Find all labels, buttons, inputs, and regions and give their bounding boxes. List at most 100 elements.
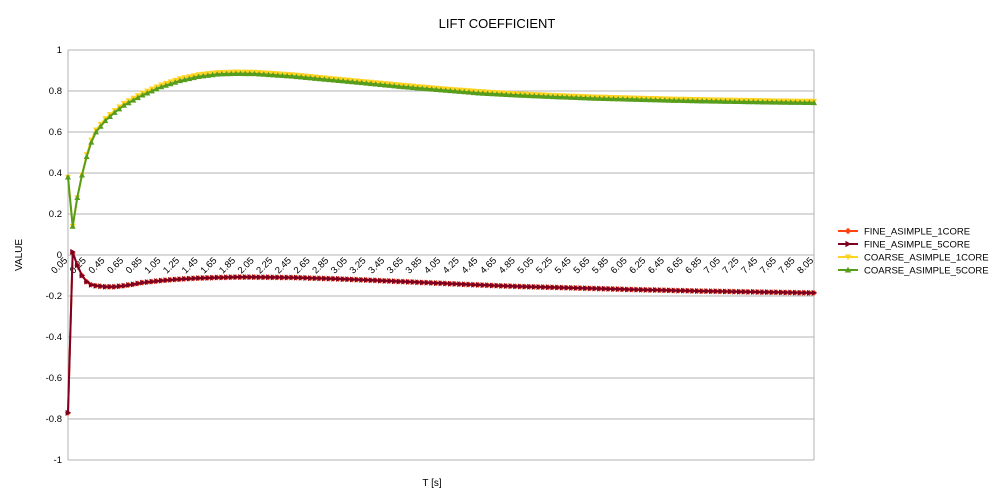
data-point <box>228 274 235 281</box>
data-point <box>92 129 99 135</box>
data-point <box>619 96 626 102</box>
data-point <box>610 95 617 102</box>
data-point <box>410 84 417 91</box>
data-point <box>531 283 538 290</box>
legend-marker <box>844 254 852 261</box>
data-series <box>65 69 817 416</box>
data-point <box>368 277 375 284</box>
y-tick-label: 0.6 <box>49 127 62 138</box>
x-tick-label: 7.65 <box>758 255 779 276</box>
data-point <box>326 275 333 282</box>
data-point <box>252 274 258 281</box>
data-point <box>717 98 724 104</box>
data-point <box>643 286 650 293</box>
x-tick-label: 0.05 <box>49 255 70 276</box>
data-point <box>569 284 575 291</box>
data-point <box>792 99 799 105</box>
data-point <box>303 274 309 281</box>
data-point <box>424 85 431 92</box>
data-point <box>652 96 659 103</box>
data-point <box>746 288 752 295</box>
data-point <box>699 98 706 104</box>
data-point <box>480 282 486 289</box>
data-point <box>424 279 431 286</box>
x-tick-label: 5.65 <box>571 255 592 276</box>
data-point <box>190 74 197 81</box>
data-point <box>382 277 389 284</box>
data-point <box>629 96 636 102</box>
data-point <box>783 99 790 105</box>
data-point <box>331 275 337 282</box>
data-point <box>330 77 337 83</box>
data-point <box>443 280 449 287</box>
data-point <box>759 99 766 105</box>
data-point <box>302 74 309 80</box>
data-point <box>298 274 305 281</box>
data-point <box>316 75 323 82</box>
data-point <box>438 280 444 287</box>
data-point <box>74 262 81 269</box>
data-point <box>522 283 528 290</box>
data-point <box>144 90 151 96</box>
data-point <box>451 88 458 94</box>
data-point <box>517 283 524 290</box>
data-point <box>507 91 514 98</box>
x-tick-label: 1.25 <box>161 255 182 276</box>
data-point <box>401 278 407 285</box>
x-tick-label: 2.25 <box>254 255 275 276</box>
data-point <box>322 275 328 282</box>
data-point <box>433 86 440 92</box>
data-point <box>709 288 715 295</box>
data-point <box>643 96 650 103</box>
x-tick-label: 6.85 <box>683 255 704 276</box>
data-point <box>210 274 216 281</box>
data-point <box>559 284 566 291</box>
data-point <box>489 90 496 97</box>
data-point <box>364 277 370 284</box>
data-point <box>503 91 510 97</box>
x-tick-label: 5.85 <box>590 255 611 276</box>
data-point <box>79 272 85 279</box>
y-tick-label: -0.2 <box>46 291 62 302</box>
data-point <box>400 83 407 90</box>
data-point <box>499 282 505 289</box>
data-point <box>536 284 542 291</box>
data-point <box>214 274 221 281</box>
x-tick-label: 5.25 <box>534 255 555 276</box>
data-point <box>788 289 794 296</box>
x-tick-label: 7.45 <box>739 255 760 276</box>
data-point <box>172 276 179 283</box>
data-point <box>685 97 692 104</box>
data-point <box>601 285 608 292</box>
data-point <box>415 279 421 286</box>
data-point <box>158 277 165 284</box>
data-point <box>657 97 664 103</box>
data-point <box>275 274 281 281</box>
data-point <box>541 284 547 291</box>
data-point <box>116 105 123 112</box>
data-point <box>559 94 566 100</box>
data-point <box>433 280 440 287</box>
data-point <box>512 92 519 98</box>
data-point <box>130 281 137 288</box>
data-point <box>195 73 202 80</box>
data-point <box>563 94 570 100</box>
y-tick-label: -1 <box>54 455 62 466</box>
data-point <box>802 289 808 296</box>
data-point <box>186 75 193 82</box>
data-point <box>689 97 696 104</box>
data-point <box>667 287 673 294</box>
data-point <box>97 123 104 129</box>
data-point <box>685 287 692 294</box>
data-point <box>102 117 109 124</box>
data-point <box>438 86 444 93</box>
legend-label: FINE_ASIMPLE_5CORE <box>864 240 970 251</box>
data-point <box>382 82 389 88</box>
x-axis-ticks: 0.050.250.450.650.851.051.251.451.651.85… <box>49 255 816 276</box>
data-point <box>732 288 738 295</box>
data-point <box>135 280 141 287</box>
data-point <box>111 109 118 115</box>
y-tick-label: -0.4 <box>46 332 62 343</box>
data-point <box>661 97 668 103</box>
